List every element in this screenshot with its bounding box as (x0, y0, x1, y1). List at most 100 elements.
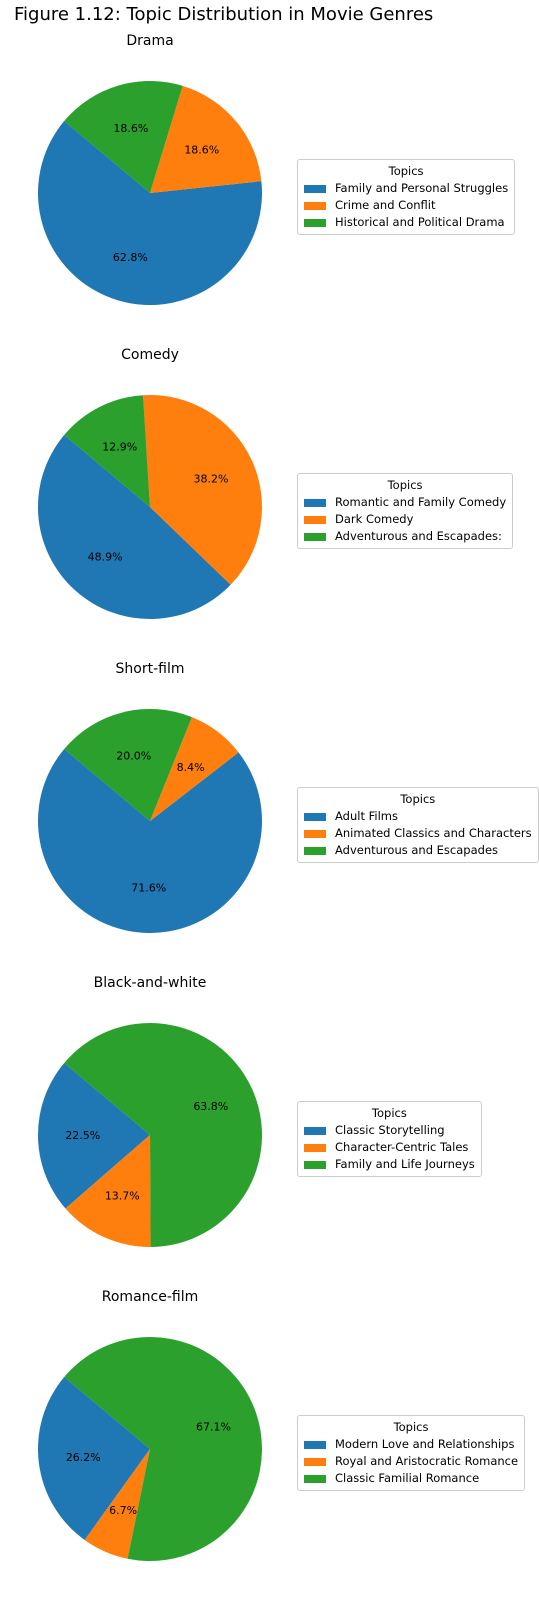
pie-panel-short-film: Short-film 71.6% 8.4% 20.0% Topics Adult F… (0, 628, 539, 942)
chart-title: Romance-film (101, 1289, 199, 1305)
pie-panel-drama: Drama 62.8% 18.6% 18.6% Topics Family and … (0, 0, 539, 314)
slice-value-label: 12.9% (102, 441, 137, 454)
pie-slice (64, 709, 192, 821)
legend-swatch (304, 1440, 326, 1449)
pie-slice (150, 85, 262, 193)
pie-slice (37, 435, 231, 620)
pie-slice (38, 749, 263, 933)
pie-chart: 71.6% 8.4% 20.0% (38, 709, 263, 933)
legend-entry: Classic Familial Romance (304, 1470, 518, 1487)
legend-entry: Adult Films (304, 808, 532, 825)
legend-swatch (304, 184, 326, 193)
slice-value-label: 48.9% (88, 551, 123, 564)
legend-entry: Crime and Conflit (304, 197, 508, 214)
legend-swatch (304, 1457, 326, 1466)
legend-swatch (304, 829, 326, 838)
legend-entry: Romantic and Family Comedy (304, 494, 506, 511)
pie-slice (37, 1377, 150, 1540)
pie-slice (37, 121, 262, 305)
pie-slice (64, 80, 183, 193)
pie-slice (143, 395, 263, 585)
pie-chart: 48.9% 38.2% 12.9% (37, 395, 263, 620)
legend-label: Character-Centric Tales (335, 1140, 469, 1154)
legend-label: Classic Storytelling (335, 1123, 445, 1137)
legend-swatch (304, 812, 326, 821)
slice-value-label: 71.6% (131, 882, 166, 895)
legend-title: Topics (388, 164, 424, 178)
chart-title: Short-film (115, 661, 185, 677)
legend-label: Classic Familial Romance (335, 1471, 480, 1485)
slice-value-label: 18.6% (184, 144, 219, 157)
pie-slice (64, 395, 150, 507)
pie-chart: 62.8% 18.6% 18.6% (37, 80, 262, 305)
legend-title: Topics (393, 1420, 429, 1434)
slice-value-label: 8.4% (177, 761, 205, 774)
legend-title: Topics (400, 792, 436, 806)
legend-entry: Modern Love and Relationships (304, 1436, 518, 1453)
slice-value-label: 13.7% (105, 1190, 140, 1203)
pie-slice (37, 1063, 150, 1209)
legend-entry: Historical and Political Drama (304, 214, 508, 231)
pie-panel-comedy: Comedy 48.9% 38.2% 12.9% Topics Romantic a… (0, 314, 539, 628)
legend-label: Animated Classics and Characters (335, 826, 532, 840)
legend-entry: Family and Personal Struggles (304, 180, 508, 197)
legend-swatch (304, 218, 326, 227)
legend-swatch (304, 515, 326, 524)
legend-label: Romantic and Family Comedy (335, 495, 507, 509)
pie-slice (84, 1449, 150, 1559)
legend-label: Adult Films (335, 809, 398, 823)
pie-slice (65, 1135, 151, 1248)
figure-title: Figure 1.12: Topic Distribution in Movie… (14, 4, 434, 25)
legend: Topics Family and Personal Struggles Cri… (297, 159, 516, 235)
slice-value-label: 20.0% (116, 749, 151, 762)
pie-panel-black-and-white: Black-and-white 22.5% 13.7% 63.8% Topics C… (0, 942, 539, 1256)
legend: Topics Classic Storytelling Character-Ce… (297, 1101, 482, 1177)
pie-chart: 26.2% 6.7% 67.1% (37, 1337, 262, 1562)
legend-entry: Dark Comedy (304, 511, 506, 528)
chart-title: Black-and-white (93, 975, 207, 991)
pie-slice (64, 1337, 262, 1562)
legend-swatch (304, 498, 326, 507)
pie-slice (64, 1023, 262, 1247)
legend-entry: Royal and Aristocratic Romance (304, 1453, 518, 1470)
chart-title: Comedy (121, 347, 179, 363)
legend-swatch (304, 1160, 326, 1169)
legend-entry: Adventurous and Escapades: (304, 528, 506, 545)
chart-title: Drama (126, 33, 174, 49)
slice-value-label: 26.2% (66, 1451, 101, 1464)
slice-value-label: 63.8% (193, 1100, 228, 1113)
slice-value-label: 6.7% (109, 1504, 137, 1517)
legend-swatch (304, 201, 326, 210)
legend-swatch (304, 1474, 326, 1483)
legend-label: Adventurous and Escapades: (335, 529, 502, 543)
legend: Topics Modern Love and Relationships Roy… (297, 1415, 526, 1491)
legend-entry: Animated Classics and Characters (304, 825, 532, 842)
slice-value-label: 38.2% (194, 472, 229, 485)
slice-value-label: 67.1% (196, 1420, 231, 1433)
legend-entry: Adventurous and Escapades (304, 842, 532, 859)
legend-entry: Classic Storytelling (304, 1122, 475, 1139)
legend-label: Dark Comedy (335, 512, 414, 526)
slice-value-label: 18.6% (113, 122, 148, 135)
legend-entry: Family and Life Journeys (304, 1156, 475, 1173)
legend-label: Historical and Political Drama (335, 215, 505, 229)
slice-value-label: 62.8% (113, 251, 148, 264)
legend: Topics Adult Films Animated Classics and… (297, 787, 539, 863)
legend-swatch (304, 1143, 326, 1152)
legend-swatch (304, 1126, 326, 1135)
legend-entry: Character-Centric Tales (304, 1139, 475, 1156)
pie-chart: 22.5% 13.7% 63.8% (37, 1023, 262, 1248)
legend-swatch (304, 846, 326, 855)
legend-swatch (304, 532, 326, 541)
legend-label: Family and Personal Struggles (335, 181, 509, 195)
pie-slice (150, 717, 239, 821)
legend-label: Crime and Conflit (335, 198, 436, 212)
pie-panel-romance-film: Romance-film 26.2% 6.7% 67.1% Topics Moder… (0, 1256, 539, 1570)
legend-label: Royal and Aristocratic Romance (335, 1454, 519, 1468)
legend-label: Adventurous and Escapades (335, 843, 499, 857)
legend-title: Topics (371, 1106, 407, 1120)
legend-title: Topics (387, 478, 423, 492)
legend-label: Family and Life Journeys (335, 1157, 475, 1171)
legend-label: Modern Love and Relationships (335, 1437, 515, 1451)
legend: Topics Romantic and Family Comedy Dark C… (297, 473, 514, 549)
